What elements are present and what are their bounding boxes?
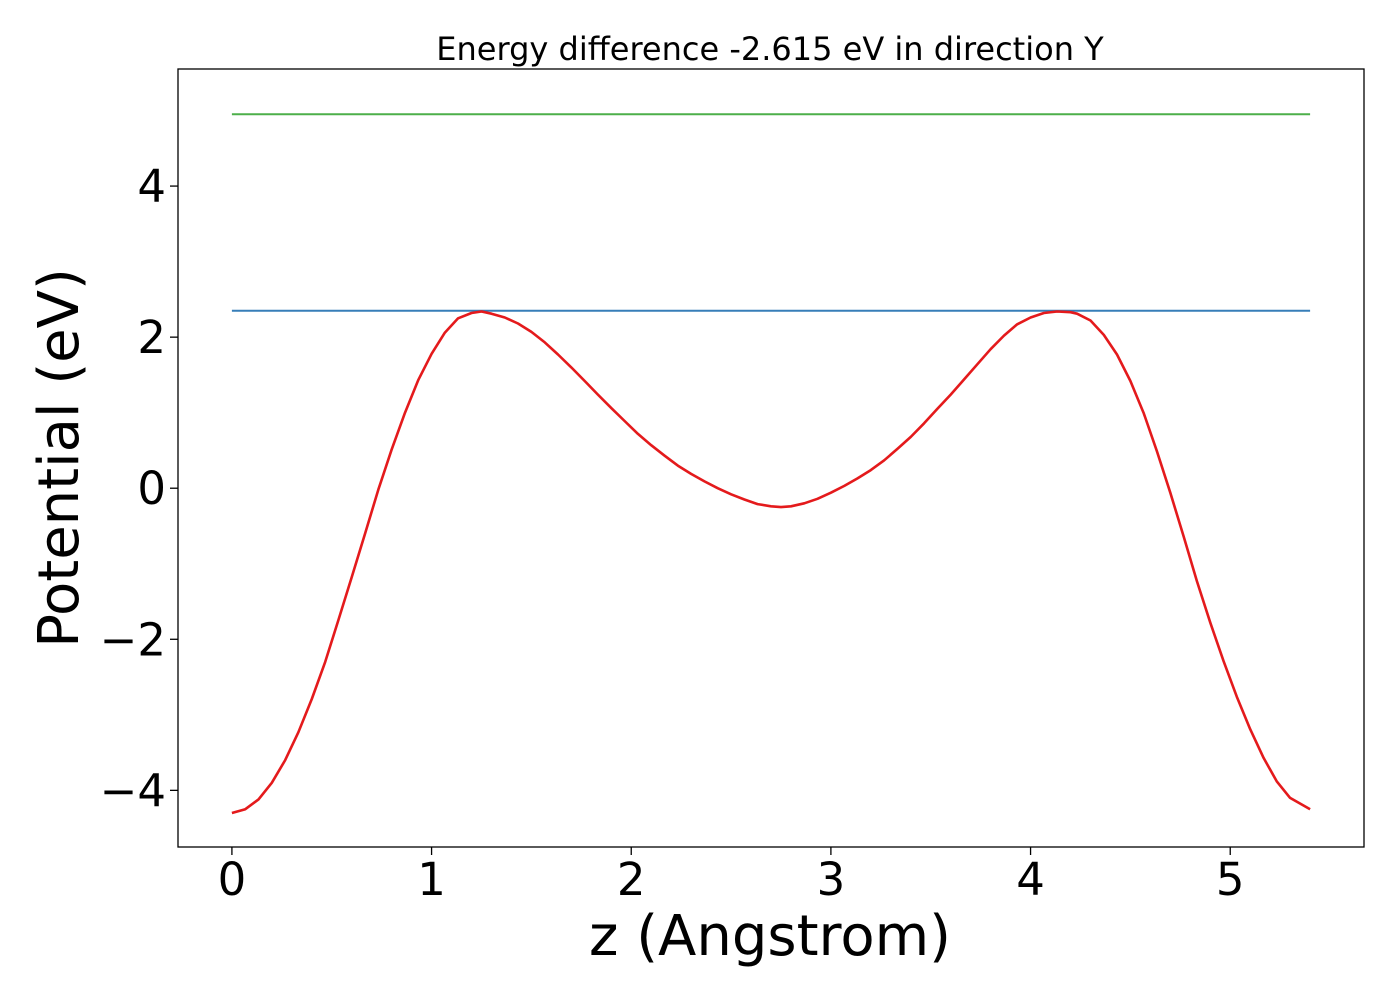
x-tick-label: 0 xyxy=(218,853,247,906)
x-tick-label: 2 xyxy=(617,853,646,906)
axes-frame xyxy=(177,68,1365,848)
y-axis: −4 −2 0 2 4 xyxy=(100,160,178,817)
chart-title: Energy difference -2.615 eV in direction… xyxy=(436,30,1104,68)
y-tick-label: −4 xyxy=(100,764,166,817)
y-tick-label: 4 xyxy=(137,160,166,213)
x-axis: 0 1 2 3 4 5 xyxy=(218,847,1245,906)
x-tick-label: 1 xyxy=(417,853,446,906)
y-axis-label: Potential (eV) xyxy=(27,268,92,648)
x-axis-label: z (Angstrom) xyxy=(589,904,951,969)
series-line-0 xyxy=(231,310,1311,815)
plot-area xyxy=(231,113,1311,815)
y-tick-label: 0 xyxy=(137,462,166,515)
x-tick-label: 3 xyxy=(817,853,846,906)
x-tick-label: 5 xyxy=(1216,853,1245,906)
y-tick-label: 2 xyxy=(137,311,166,364)
y-tick-label: −2 xyxy=(100,613,166,666)
x-tick-label: 4 xyxy=(1016,853,1045,906)
